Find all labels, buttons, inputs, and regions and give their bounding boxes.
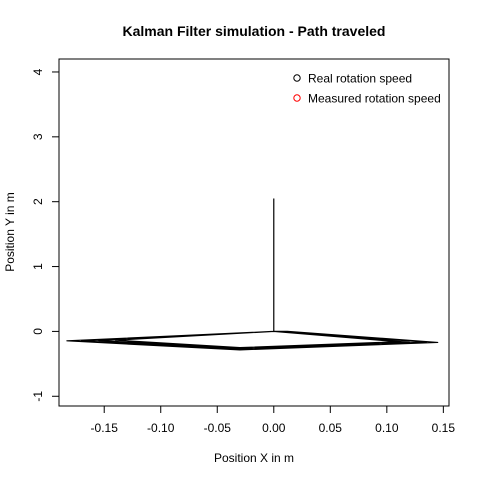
x-tick-label: 0.00	[262, 421, 286, 435]
y-tick-label: 3	[31, 133, 45, 140]
y-tick-label: -1	[31, 391, 45, 402]
plot-frame	[58, 58, 450, 407]
y-tick-label: 0	[31, 328, 45, 335]
x-tick-label: -0.15	[91, 421, 119, 435]
x-axis-label: Position X in m	[214, 451, 294, 465]
y-axis: -1 0 1 2 3 4	[31, 68, 60, 402]
plot-area	[66, 198, 439, 351]
series-line	[66, 198, 439, 351]
chart-title: Kalman Filter simulation - Path traveled	[123, 23, 386, 39]
x-tick-label: 0.05	[319, 421, 343, 435]
legend-label: Measured rotation speed	[308, 92, 441, 106]
x-tick-label: 0.10	[375, 421, 399, 435]
legend: Real rotation speed Measured rotation spe…	[293, 72, 441, 106]
legend-marker	[293, 74, 301, 82]
y-axis-label: Position Y in m	[3, 192, 17, 272]
x-tick-label: -0.10	[147, 421, 175, 435]
y-tick-label: 1	[31, 263, 45, 270]
x-axis: -0.15 -0.10 -0.05 0.00 0.05 0.10 0.15	[91, 405, 456, 435]
y-tick-label: 4	[31, 68, 45, 75]
legend-marker	[293, 94, 301, 102]
y-tick-label: 2	[31, 198, 45, 205]
x-tick-label: -0.05	[204, 421, 232, 435]
legend-label: Real rotation speed	[308, 72, 412, 86]
x-tick-label: 0.15	[432, 421, 456, 435]
